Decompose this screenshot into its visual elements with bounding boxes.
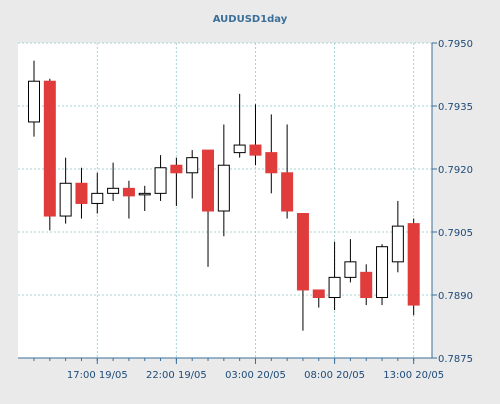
candle-body-down — [296, 213, 309, 291]
x-tick-label: 13:00 20/05 — [383, 370, 444, 381]
y-tick-label: 0.7890 — [438, 291, 473, 302]
candle-body-down — [265, 152, 278, 174]
candle-body-down — [122, 187, 135, 197]
y-tick-label: 0.7950 — [438, 39, 473, 50]
candle — [233, 93, 246, 158]
candle-body-down — [43, 80, 56, 217]
axis-layer: 0.7950 0.7935 0.7920 0.7905 0.7890 0.7875 17:0… — [18, 39, 473, 381]
candle — [202, 149, 215, 267]
candle-body-up — [138, 192, 151, 196]
candle — [360, 264, 373, 306]
candle — [376, 244, 389, 306]
y-tick-label: 0.7935 — [438, 102, 473, 113]
candle — [138, 185, 151, 211]
candle-body-up — [391, 225, 404, 263]
candle — [43, 78, 56, 231]
candle — [281, 124, 294, 219]
candle — [107, 162, 120, 201]
candle-body-down — [249, 144, 262, 156]
candle — [186, 150, 199, 199]
candle — [75, 167, 88, 219]
candle-body-down — [202, 149, 215, 212]
y-tick-label: 0.7875 — [438, 354, 473, 365]
x-tick-label: 08:00 20/05 — [304, 370, 365, 381]
candle-body-down — [407, 223, 420, 306]
candle — [328, 241, 341, 311]
candle — [91, 172, 104, 214]
candle — [170, 157, 183, 206]
x-tick-label: 03:00 20/05 — [225, 370, 286, 381]
candle — [407, 218, 420, 316]
candle-body-down — [360, 271, 373, 299]
candle-body-up — [91, 192, 104, 204]
candle — [296, 213, 309, 331]
candle — [59, 157, 72, 224]
candle-body-up — [186, 157, 199, 174]
candle-layer — [28, 60, 420, 331]
x-tick-label: 22:00 19/05 — [146, 370, 207, 381]
candle-body-up — [344, 261, 357, 278]
candle-body-up — [59, 182, 72, 217]
candle-body-up — [154, 167, 167, 194]
candle — [344, 239, 357, 283]
chart-title: AUDUSD1day — [213, 14, 288, 25]
y-tick-label: 0.7905 — [438, 228, 473, 239]
candle-body-down — [312, 289, 325, 299]
candle-body-up — [233, 144, 246, 154]
candle — [391, 200, 404, 273]
candle — [312, 289, 325, 308]
candle — [265, 114, 278, 194]
candle — [249, 104, 262, 166]
candle-body-up — [217, 164, 230, 212]
candle-body-down — [170, 164, 183, 174]
candle-body-up — [28, 80, 40, 123]
candle — [28, 60, 40, 137]
candle-body-up — [328, 276, 341, 299]
candle — [154, 155, 167, 201]
candle-body-up — [376, 246, 389, 299]
y-tick-label: 0.7920 — [438, 165, 473, 176]
x-tick-label: 17:00 19/05 — [67, 370, 128, 381]
candle — [122, 180, 135, 219]
candle-body-up — [107, 187, 120, 194]
candle — [217, 124, 230, 237]
candle-body-down — [281, 172, 294, 212]
candle-body-down — [75, 182, 88, 204]
